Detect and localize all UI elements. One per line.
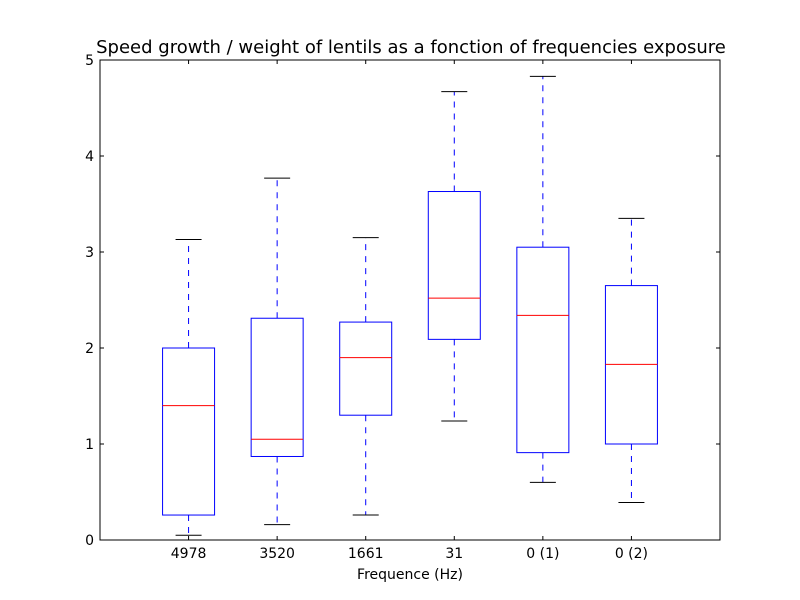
box-3-iqr-box — [427, 191, 481, 340]
axes-frame — [99, 59, 721, 541]
box-1-iqr-box — [250, 317, 304, 457]
x-tick-label: 1661 — [348, 546, 384, 562]
x-tick-label: 0 (1) — [526, 546, 559, 562]
x-axis-label: Frequence (Hz) — [357, 567, 463, 583]
y-tick-label: 1 — [85, 437, 94, 453]
x-tick-label: 0 (2) — [615, 546, 648, 562]
x-tick-label: 4978 — [171, 546, 207, 562]
y-tick-label: 5 — [85, 53, 94, 69]
chart-title: Speed growth / weight of lentils as a fo… — [96, 37, 726, 58]
x-tick-label: 3520 — [259, 546, 295, 562]
x-tick-label: 31 — [445, 546, 463, 562]
box-2-iqr-box — [339, 321, 393, 416]
box-0-iqr-box — [162, 347, 216, 516]
box-4-iqr-box — [516, 246, 570, 454]
y-tick-label: 0 — [85, 533, 94, 549]
y-tick-label: 3 — [85, 245, 94, 261]
plot-area: 0 1 2 3 4 5 4978 3520 1661 31 0 (1) 0 (2) — [85, 53, 720, 562]
y-tick-label: 4 — [85, 149, 94, 165]
y-tick-label: 2 — [85, 341, 94, 357]
